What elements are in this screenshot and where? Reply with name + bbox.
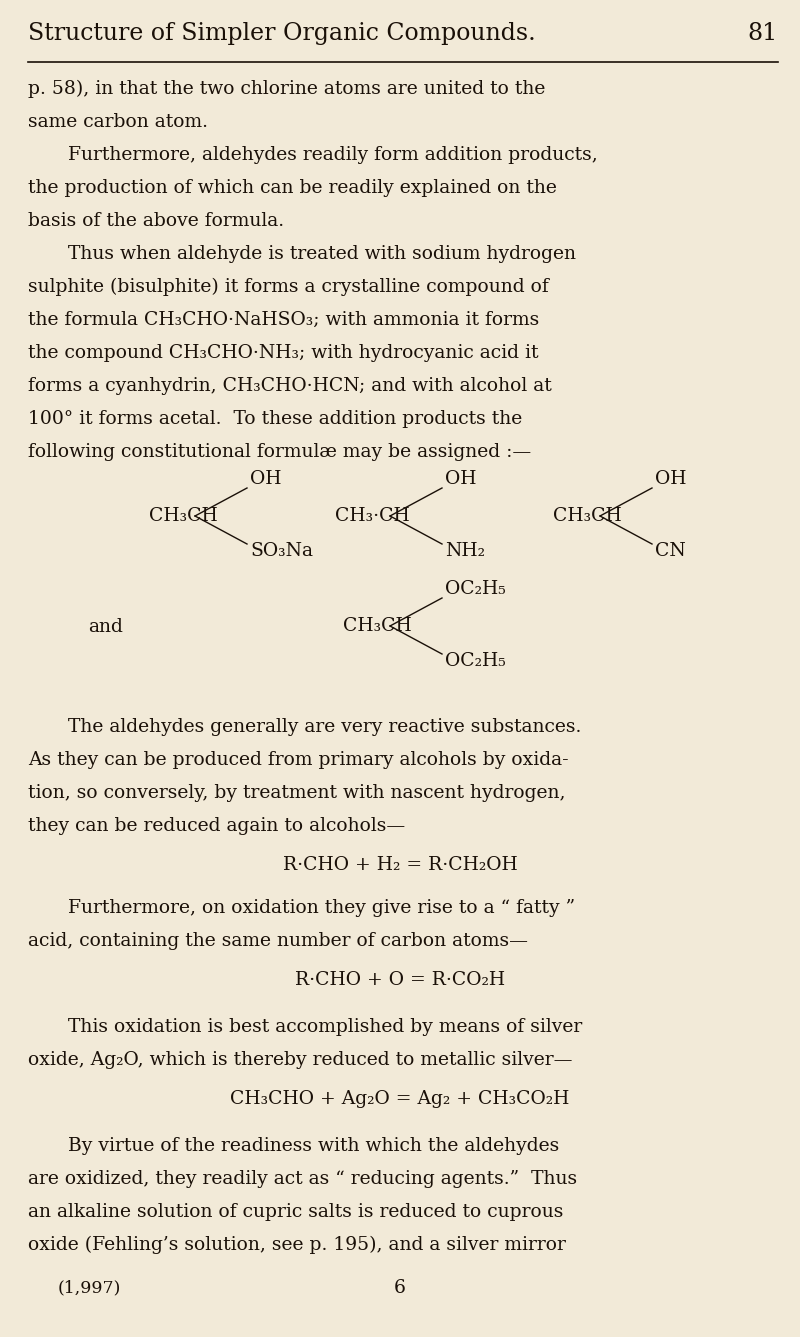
Text: CH₃CH: CH₃CH: [554, 507, 622, 525]
Text: CH₃CHO + Ag₂O = Ag₂ + CH₃CO₂H: CH₃CHO + Ag₂O = Ag₂ + CH₃CO₂H: [230, 1090, 570, 1108]
Text: Furthermore, aldehydes readily form addition products,: Furthermore, aldehydes readily form addi…: [68, 146, 598, 164]
Text: CN: CN: [655, 541, 686, 560]
Text: following constitutional formulæ may be assigned :—: following constitutional formulæ may be …: [28, 443, 531, 461]
Text: OH: OH: [655, 471, 686, 488]
Text: OC₂H₅: OC₂H₅: [445, 580, 506, 598]
Text: 81: 81: [748, 21, 778, 45]
Text: basis of the above formula.: basis of the above formula.: [28, 213, 284, 230]
Text: p. 58), in that the two chlorine atoms are united to the: p. 58), in that the two chlorine atoms a…: [28, 80, 546, 98]
Text: By virtue of the readiness with which the aldehydes: By virtue of the readiness with which th…: [68, 1136, 559, 1155]
Text: the compound CH₃CHO·NH₃; with hydrocyanic acid it: the compound CH₃CHO·NH₃; with hydrocyani…: [28, 344, 538, 362]
Text: R·CHO + H₂ = R·CH₂OH: R·CHO + H₂ = R·CH₂OH: [282, 856, 518, 874]
Text: As they can be produced from primary alcohols by oxida-: As they can be produced from primary alc…: [28, 751, 569, 769]
Text: they can be reduced again to alcohols—: they can be reduced again to alcohols—: [28, 817, 406, 836]
Text: 100° it forms acetal.  To these addition products the: 100° it forms acetal. To these addition …: [28, 410, 522, 428]
Text: Thus when aldehyde is treated with sodium hydrogen: Thus when aldehyde is treated with sodiu…: [68, 245, 576, 263]
Text: OC₂H₅: OC₂H₅: [445, 652, 506, 670]
Text: Furthermore, on oxidation they give rise to a “ fatty ”: Furthermore, on oxidation they give rise…: [68, 898, 575, 917]
Text: same carbon atom.: same carbon atom.: [28, 114, 208, 131]
Text: acid, containing the same number of carbon atoms—: acid, containing the same number of carb…: [28, 932, 528, 951]
Text: and: and: [88, 618, 123, 636]
Text: sulphite (bisulphite) it forms a crystalline compound of: sulphite (bisulphite) it forms a crystal…: [28, 278, 549, 297]
Text: SO₃Na: SO₃Na: [250, 541, 313, 560]
Text: tion, so conversely, by treatment with nascent hydrogen,: tion, so conversely, by treatment with n…: [28, 783, 566, 802]
Text: NH₂: NH₂: [445, 541, 485, 560]
Text: Structure of Simpler Organic Compounds.: Structure of Simpler Organic Compounds.: [28, 21, 536, 45]
Text: OH: OH: [250, 471, 282, 488]
Text: CH₃·CH: CH₃·CH: [335, 507, 410, 525]
Text: This oxidation is best accomplished by means of silver: This oxidation is best accomplished by m…: [68, 1017, 582, 1036]
Text: CH₃CH: CH₃CH: [343, 616, 412, 635]
Text: oxide (Fehling’s solution, see p. 195), and a silver mirror: oxide (Fehling’s solution, see p. 195), …: [28, 1235, 566, 1254]
Text: R·CHO + O = R·CO₂H: R·CHO + O = R·CO₂H: [295, 971, 505, 989]
Text: oxide, Ag₂O, which is thereby reduced to metallic silver—: oxide, Ag₂O, which is thereby reduced to…: [28, 1051, 573, 1070]
Text: CH₃CH: CH₃CH: [149, 507, 218, 525]
Text: 6: 6: [394, 1280, 406, 1297]
Text: forms a cyanhydrin, CH₃CHO·HCN; and with alcohol at: forms a cyanhydrin, CH₃CHO·HCN; and with…: [28, 377, 552, 394]
Text: the formula CH₃CHO·NaHSO₃; with ammonia it forms: the formula CH₃CHO·NaHSO₃; with ammonia …: [28, 312, 539, 329]
Text: The aldehydes generally are very reactive substances.: The aldehydes generally are very reactiv…: [68, 718, 582, 735]
Text: OH: OH: [445, 471, 477, 488]
Text: are oxidized, they readily act as “ reducing agents.”  Thus: are oxidized, they readily act as “ redu…: [28, 1170, 577, 1189]
Text: the production of which can be readily explained on the: the production of which can be readily e…: [28, 179, 557, 197]
Text: (1,997): (1,997): [58, 1280, 122, 1296]
Text: an alkaline solution of cupric salts is reduced to cuprous: an alkaline solution of cupric salts is …: [28, 1203, 563, 1221]
